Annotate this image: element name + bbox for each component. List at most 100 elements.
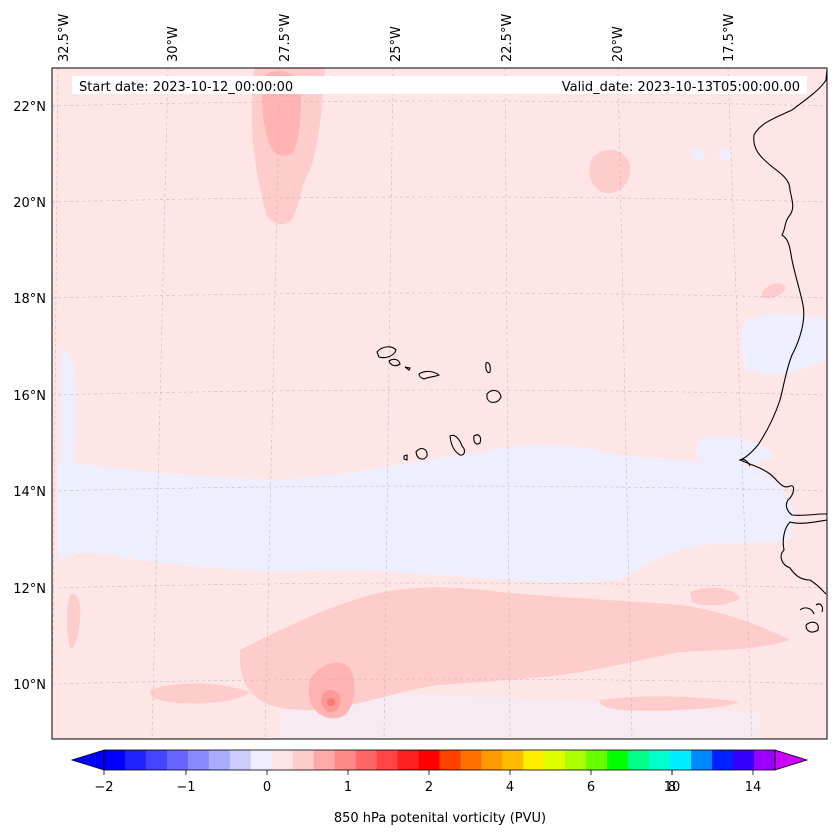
island-boa-vista	[486, 389, 502, 403]
colorbar-cell	[628, 750, 650, 770]
cbar-label-10: 10	[664, 780, 681, 795]
colorbar-cell	[481, 750, 503, 770]
island-santiago	[449, 434, 465, 456]
colorbar-cell	[145, 750, 168, 770]
colorbar-extend-max	[774, 749, 809, 771]
start-date-label: Start date: 2023-10-12_00:00:00	[79, 80, 293, 95]
parallel-16n	[51, 389, 828, 396]
colorbar-cell	[460, 750, 482, 770]
lon-label-22-5w: 22.5°W	[500, 14, 515, 62]
colorbar-cell	[502, 750, 524, 770]
cbar-label-m1: −1	[176, 780, 195, 795]
cbar-label-4: 4	[506, 780, 514, 795]
colorbar-cell	[733, 750, 755, 770]
lavender-blob-ne	[690, 147, 732, 162]
cbar-label-m2: −2	[94, 780, 113, 795]
coast-islands-bijagos	[799, 603, 824, 633]
colorbar-tick-labels: −2 −1 0 1 2 4 6 8 10 14	[94, 780, 761, 795]
lat-label-20n: 20°N	[13, 196, 46, 211]
parallel-22n	[51, 100, 828, 107]
lon-label-32-5w: 32.5°W	[57, 14, 72, 62]
lat-label-12n: 12°N	[13, 582, 46, 597]
lavender-strip-west	[59, 349, 77, 520]
parallel-20n	[51, 196, 828, 203]
cbar-label-0: 0	[263, 780, 271, 795]
meridian-25w	[383, 67, 394, 740]
coast-cap-vert	[739, 458, 751, 467]
colorbar-cell	[166, 750, 189, 770]
cbar-label-6: 6	[587, 780, 595, 795]
colorbar: −2 −1 0 1 2 4 6 8 10 14 850 hPa potenita…	[70, 749, 809, 826]
colorbar-cell	[670, 750, 692, 770]
colorbar-cell	[397, 750, 420, 770]
pink-streak-2	[440, 651, 580, 669]
pink-blob-se	[690, 587, 740, 606]
colorbar-cell	[250, 750, 273, 770]
meridian-22-5w	[504, 67, 511, 740]
cbar-label-1: 1	[344, 780, 352, 795]
pink-streak-1	[149, 683, 250, 704]
pink-strip-sw	[67, 593, 81, 649]
lat-label-16n: 16°N	[13, 389, 46, 404]
meridian-32-5w	[51, 67, 59, 740]
island-santa-luzia	[404, 366, 411, 371]
meridian-17-5w	[727, 67, 753, 740]
lon-label-25w: 25°W	[389, 26, 404, 62]
coast-mauritania-senegal	[738, 69, 828, 516]
lat-label-22n: 22°N	[13, 100, 46, 115]
colorbar-cell	[187, 750, 210, 770]
colorbar-ticks	[103, 770, 754, 775]
pink-band-south	[239, 587, 791, 711]
colorbar-cell	[712, 750, 734, 770]
colorbar-extend-min	[70, 749, 105, 771]
graticule	[51, 67, 828, 740]
meridian-27-5w	[264, 67, 281, 740]
pv-max-contours	[321, 689, 341, 713]
colorbar-cells	[104, 750, 776, 770]
island-sal	[485, 362, 491, 374]
parallel-18n	[51, 292, 828, 299]
colorbar-cell	[586, 750, 608, 770]
pink-blob-east-small	[762, 283, 786, 299]
colorbar-cell	[649, 750, 671, 770]
colorbar-cell	[292, 750, 315, 770]
african-coastline	[738, 69, 828, 633]
colorbar-cell	[313, 750, 336, 770]
valid-date-label: Valid_date: 2023-10-13T05:00:00.00	[562, 80, 800, 95]
colorbar-cell	[439, 750, 461, 770]
colorbar-cell	[229, 750, 252, 770]
cbar-label-2: 2	[425, 780, 433, 795]
colorbar-cell	[124, 750, 147, 770]
meridian-20w	[617, 67, 633, 740]
colorbar-title: 850 hPa potenital vorticity (PVU)	[334, 811, 546, 826]
colorbar-cell	[418, 750, 440, 770]
colorbar-cell	[523, 750, 545, 770]
lon-label-20w: 20°W	[611, 26, 626, 62]
map-panel	[51, 67, 828, 740]
colorbar-cell	[271, 750, 294, 770]
parallel-12n	[51, 582, 828, 589]
lavender-blob-east-2	[696, 436, 775, 466]
lon-label-27-5w: 27.5°W	[278, 14, 293, 62]
coast-guinea-bissau	[780, 519, 828, 595]
date-header: Start date: 2023-10-12_00:00:00 Valid_da…	[72, 76, 807, 95]
latitude-labels: 22°N 20°N 18°N 16°N 14°N 12°N 10°N	[13, 100, 46, 693]
lavender-band-main	[58, 444, 794, 583]
lat-label-10n: 10°N	[13, 678, 46, 693]
colorbar-cell	[104, 750, 126, 770]
colorbar-cell	[691, 750, 713, 770]
pink-streak-3	[599, 696, 740, 711]
colorbar-cell	[565, 750, 587, 770]
island-fogo	[415, 447, 428, 460]
lon-label-17-5w: 17.5°W	[722, 14, 737, 62]
parallel-10n	[51, 678, 828, 685]
date-header-background	[72, 76, 807, 94]
colorbar-cell	[376, 750, 399, 770]
colorbar-cell	[544, 750, 566, 770]
parallel-14n	[51, 485, 828, 492]
lat-label-18n: 18°N	[13, 292, 46, 307]
longitude-labels: 32.5°W 30°W 27.5°W 25°W 22.5°W 20°W 17.5…	[57, 14, 737, 62]
island-maio	[473, 434, 482, 445]
lat-label-14n: 14°N	[13, 485, 46, 500]
